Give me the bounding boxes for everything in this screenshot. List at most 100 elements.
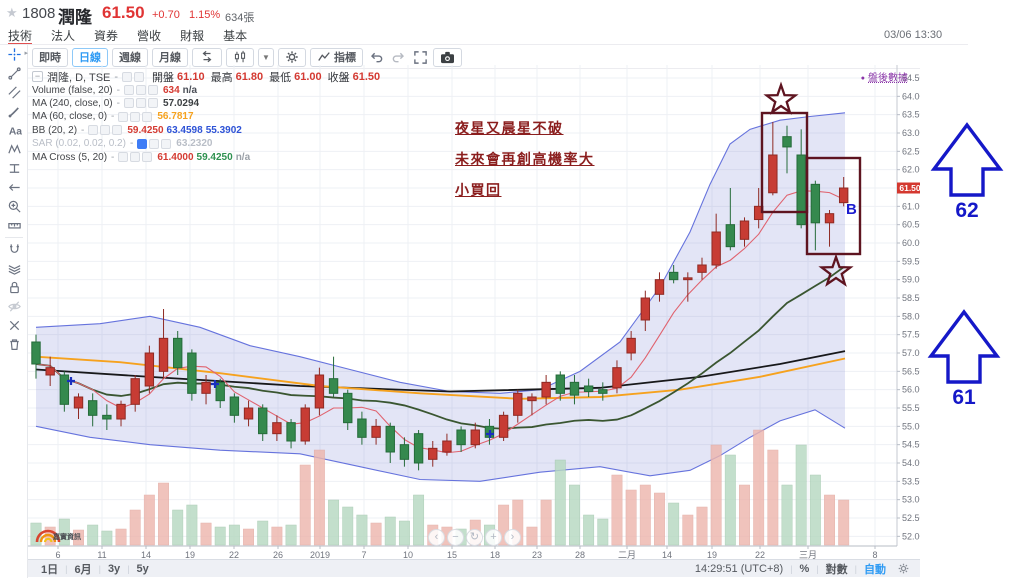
- tool-brush[interactable]: [0, 102, 28, 121]
- legend-action-icon[interactable]: [142, 111, 153, 122]
- tab-基本[interactable]: 基本: [223, 29, 248, 43]
- fullscreen-button[interactable]: [411, 48, 429, 67]
- svg-text:Aa: Aa: [8, 126, 21, 137]
- range-preset-1日[interactable]: 1日: [41, 563, 59, 576]
- divider: |: [65, 563, 68, 574]
- zoom-in-icon: [8, 200, 21, 213]
- price-axis-labels[interactable]: 52.00 52.50 53.00 53.50 54.00 54.50 55.00 55.50…: [897, 73, 920, 541]
- legend-action-icon[interactable]: [88, 125, 99, 136]
- ma5-line: [35, 190, 844, 454]
- legend-action-icon[interactable]: [135, 98, 146, 109]
- range-preset-3y[interactable]: 3y: [107, 562, 121, 575]
- tool-trend-line[interactable]: [0, 64, 28, 83]
- tab-營收[interactable]: 營收: [137, 29, 162, 43]
- undo-button[interactable]: [367, 48, 385, 67]
- legend-action-icon[interactable]: [149, 138, 160, 149]
- legend-action-icon[interactable]: [122, 71, 133, 82]
- tool-measure[interactable]: [0, 216, 28, 235]
- svg-text:23: 23: [532, 550, 542, 560]
- tool-remove-tools[interactable]: [0, 316, 28, 335]
- legend-collapse-icon[interactable]: −: [32, 71, 43, 83]
- candlestick-style-icon: [234, 50, 246, 63]
- period-button-group: 即時 日線 週線 月線: [32, 47, 188, 67]
- chart-style-button[interactable]: [226, 47, 254, 67]
- tab-資券[interactable]: 資券: [94, 29, 119, 43]
- undo-icon: [370, 52, 382, 62]
- legend-action-icon[interactable]: [134, 71, 145, 82]
- legend-action-icon[interactable]: [123, 98, 134, 109]
- svg-text:58.50: 58.50: [902, 293, 920, 303]
- favorite-star-icon[interactable]: ★: [6, 5, 18, 20]
- compare-button[interactable]: [192, 47, 222, 67]
- legend-action-icon[interactable]: [147, 85, 158, 96]
- svg-text:54.50: 54.50: [902, 440, 920, 450]
- zoom-out-button[interactable]: −: [447, 529, 464, 546]
- legend-action-icon[interactable]: [130, 152, 141, 163]
- tool-lock[interactable]: [0, 278, 28, 297]
- legend-action-icon[interactable]: [130, 111, 141, 122]
- svg-text:64.50: 64.50: [902, 73, 920, 83]
- svg-text:8: 8: [872, 550, 877, 560]
- candlesticks: [31, 122, 849, 471]
- period-button-即時[interactable]: 即時: [32, 47, 68, 67]
- tool-trash[interactable]: [0, 335, 28, 354]
- period-button-日線[interactable]: 日線: [72, 47, 108, 67]
- scale-toggle-%[interactable]: %: [799, 562, 810, 575]
- chart-settings-button[interactable]: [278, 47, 306, 67]
- tool-xabcd-pattern[interactable]: [0, 140, 28, 159]
- svg-text:53.00: 53.00: [902, 495, 920, 505]
- legend-action-icon[interactable]: [137, 138, 148, 149]
- legend-action-icon[interactable]: [118, 111, 129, 122]
- scroll-left-button[interactable]: ‹: [428, 529, 445, 546]
- indicators-button[interactable]: 指標: [310, 47, 363, 67]
- svg-text:52.50: 52.50: [902, 513, 920, 523]
- range-preset-5y[interactable]: 5y: [136, 562, 149, 575]
- price-chart-canvas[interactable]: B 52.00 52.50 53.00 53.50 54.00 54.50 55.00 55.5…: [28, 65, 920, 560]
- scale-toggle-對數[interactable]: 對數: [825, 563, 848, 576]
- svg-text:6: 6: [55, 550, 60, 560]
- time-axis-labels[interactable]: 6 11 14 19 22 26 2019 7 10 15 18 23 28 二月 14 19 22 三月 8: [55, 546, 878, 560]
- tool-magnet[interactable]: [0, 240, 28, 259]
- period-button-月線[interactable]: 月線: [152, 47, 188, 67]
- arrow-marker-icon: [8, 184, 20, 191]
- tool-hide-drawings[interactable]: [0, 297, 28, 316]
- tool-arrow-marker[interactable]: [0, 178, 28, 197]
- period-button-週線[interactable]: 週線: [112, 47, 148, 67]
- tool-zoom-in[interactable]: [0, 197, 28, 216]
- tool-parallel-channel[interactable]: [0, 83, 28, 102]
- legend-action-icon[interactable]: [142, 152, 153, 163]
- svg-text:61.00: 61.00: [902, 201, 920, 211]
- tab-財報[interactable]: 財報: [180, 29, 205, 43]
- ma240-line: [35, 350, 846, 393]
- divider: |: [854, 563, 857, 574]
- scale-toggle-自動[interactable]: 自動: [864, 563, 886, 576]
- crosshair-icon: [7, 48, 21, 61]
- redo-button[interactable]: [389, 48, 407, 67]
- reset-view-button[interactable]: ↻: [466, 529, 483, 546]
- legend-action-icon[interactable]: [100, 125, 111, 136]
- legend-action-icon[interactable]: [147, 98, 158, 109]
- legend-action-icon[interactable]: [112, 125, 123, 136]
- svg-text:2019: 2019: [310, 550, 330, 560]
- legend-action-icon[interactable]: [161, 138, 172, 149]
- tool-drawing-stack[interactable]: [0, 259, 28, 278]
- camera-icon: [441, 51, 454, 63]
- legend-action-icon[interactable]: [118, 152, 129, 163]
- tab-技術[interactable]: 技術: [8, 29, 33, 45]
- legend-action-icon[interactable]: [135, 85, 146, 96]
- after-hours-link[interactable]: ● 盤後數據: [840, 69, 908, 84]
- tool-text-tool[interactable]: Aa: [0, 121, 28, 140]
- scroll-right-button[interactable]: ›: [504, 529, 521, 546]
- tool-long-position[interactable]: [0, 159, 28, 178]
- range-preset-6月[interactable]: 6月: [74, 563, 92, 576]
- svg-text:64.00: 64.00: [902, 91, 920, 101]
- snapshot-button[interactable]: [433, 47, 462, 67]
- tool-crosshair[interactable]: [0, 45, 28, 64]
- legend-action-icon[interactable]: [123, 85, 134, 96]
- tab-法人[interactable]: 法人: [51, 29, 76, 43]
- b-marker-label: B: [846, 201, 857, 218]
- axis-settings-button[interactable]: [893, 563, 914, 574]
- zoom-in-button[interactable]: +: [485, 529, 502, 546]
- chart-style-dropdown[interactable]: ▼: [258, 47, 274, 67]
